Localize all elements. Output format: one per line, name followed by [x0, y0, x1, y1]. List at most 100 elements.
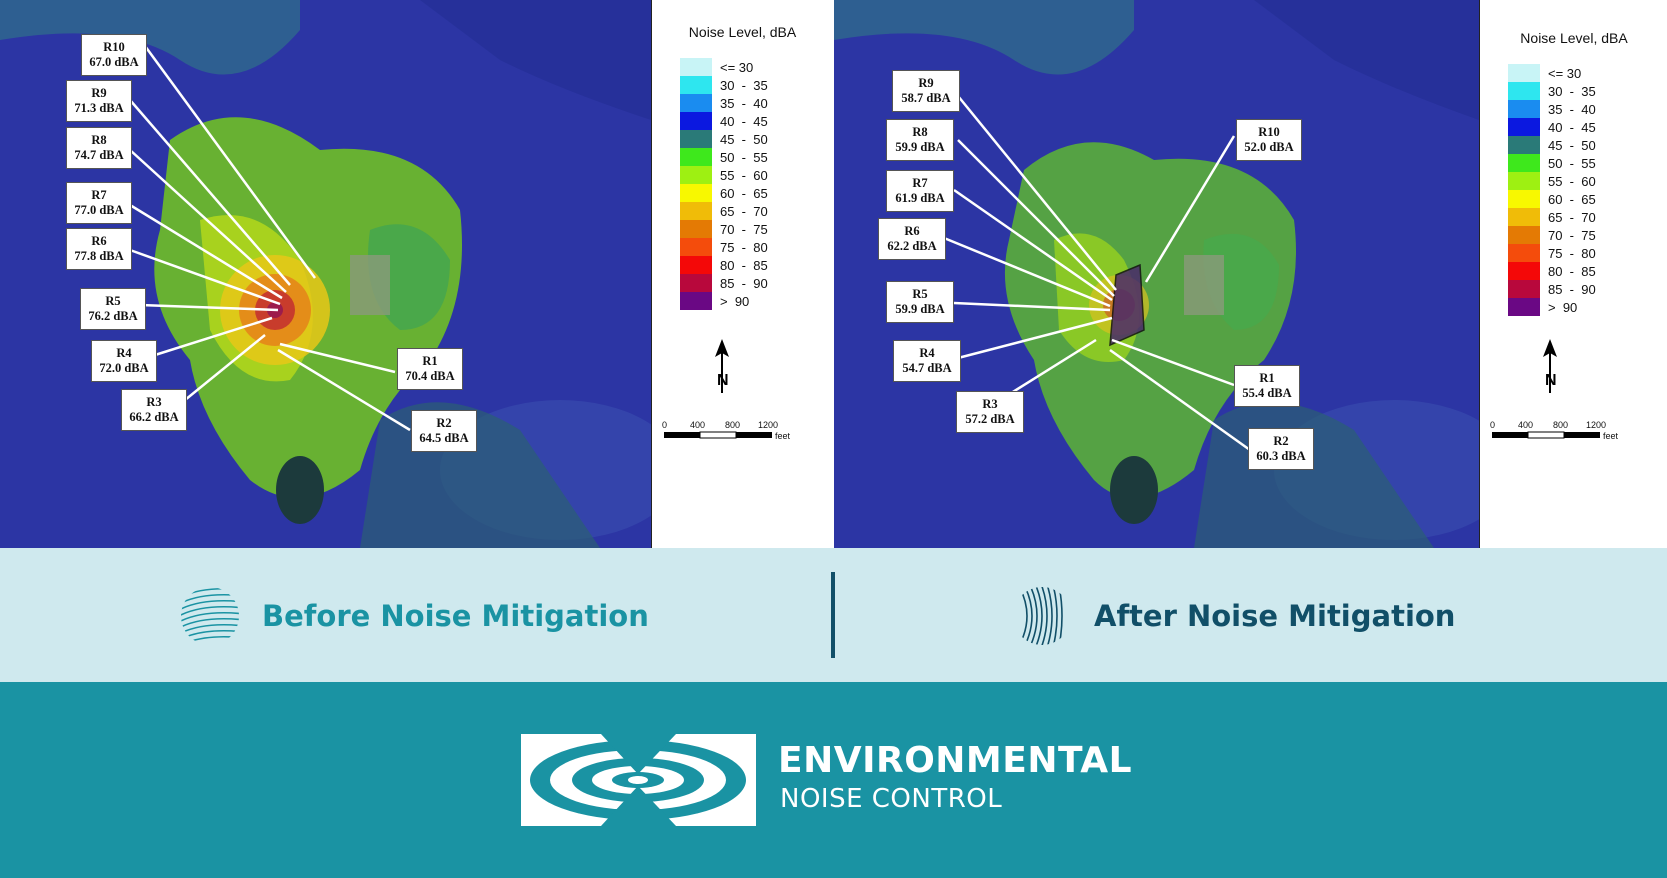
- legend-range-label: > 90: [1548, 299, 1578, 315]
- legend-range-label: 60 - 65: [720, 185, 768, 201]
- receptor-callout-r9: R9 58.7 dBA: [892, 70, 960, 112]
- legend-row: 75 - 80: [1508, 244, 1596, 262]
- receptor-callout-r4: R4 54.7 dBA: [893, 340, 961, 382]
- legend-row: 55 - 60: [680, 166, 768, 184]
- legend-row: 65 - 70: [680, 202, 768, 220]
- receptor-callout-r8: R8 74.7 dBA: [66, 127, 132, 169]
- legend-swatch: [680, 256, 712, 274]
- scale-tick-1200: 1200: [758, 420, 778, 430]
- legend-range-label: 75 - 80: [720, 239, 768, 255]
- brand-footer: ENVIRONMENTAL NOISE CONTROL: [0, 682, 1667, 878]
- legend-swatch: [1508, 190, 1540, 208]
- scale-tick-800: 800: [725, 420, 740, 430]
- receptor-callout-r10: R10 52.0 dBA: [1236, 119, 1302, 161]
- scale-unit: feet: [1603, 431, 1619, 441]
- legend-row: 40 - 45: [1508, 118, 1596, 136]
- legend-row: 45 - 50: [680, 130, 768, 148]
- caption-band: Before Noise Mitigation After Noise Miti…: [0, 548, 1667, 682]
- legend-row: 80 - 85: [680, 256, 768, 274]
- legend-range-label: 45 - 50: [720, 131, 768, 147]
- scale-tick-800: 800: [1553, 420, 1568, 430]
- receptor-callout-r2: R2 64.5 dBA: [411, 410, 477, 452]
- legend-range-label: 35 - 40: [720, 95, 768, 111]
- legend-range-label: 55 - 60: [720, 167, 768, 183]
- legend-row: 85 - 90: [1508, 280, 1596, 298]
- noise-legend-after: Noise Level, dBA <= 30 30 - 35 35 - 40 40 -…: [1479, 0, 1667, 548]
- receptor-callout-r1: R1 55.4 dBA: [1234, 365, 1300, 407]
- caption-after-text: After Noise Mitigation: [1094, 599, 1456, 633]
- legend-range-label: 45 - 50: [1548, 137, 1596, 153]
- legend-swatch: [680, 148, 712, 166]
- legend-range-label: <= 30: [720, 59, 754, 75]
- legend-swatch: [1508, 82, 1540, 100]
- legend-swatch: [680, 220, 712, 238]
- legend-swatch: [1508, 244, 1540, 262]
- legend-row: 40 - 45: [680, 112, 768, 130]
- legend-row: 50 - 55: [1508, 154, 1596, 172]
- legend-range-label: 40 - 45: [720, 113, 768, 129]
- legend-row: 45 - 50: [1508, 136, 1596, 154]
- receptor-callout-r7: R7 61.9 dBA: [886, 170, 954, 212]
- legend-rows: <= 30 30 - 35 35 - 40 40 - 45 45 - 50 50 - 55…: [1508, 64, 1596, 316]
- legend-range-label: 65 - 70: [1548, 209, 1596, 225]
- receptor-callout-r10: R10 67.0 dBA: [81, 34, 147, 76]
- legend-row: 70 - 75: [1508, 226, 1596, 244]
- receptor-callout-r5: R5 76.2 dBA: [80, 288, 146, 330]
- legend-swatch: [1508, 262, 1540, 280]
- sound-wave-globe-icon: [181, 587, 239, 645]
- legend-range-label: 30 - 35: [1548, 83, 1596, 99]
- receptor-callout-r6: R6 77.8 dBA: [66, 228, 132, 270]
- legend-range-label: 35 - 40: [1548, 101, 1596, 117]
- legend-row: <= 30: [680, 58, 768, 76]
- scale-bar: 0 400 800 1200 feet: [1490, 420, 1619, 441]
- receptor-callout-r2: R2 60.3 dBA: [1248, 428, 1314, 470]
- caption-before: Before Noise Mitigation: [180, 586, 649, 646]
- legend-swatch: [1508, 136, 1540, 154]
- scale-tick-1200: 1200: [1586, 420, 1606, 430]
- scale-tick-0: 0: [1490, 420, 1495, 430]
- legend-swatch: [1508, 172, 1540, 190]
- legend-swatch: [680, 76, 712, 94]
- legend-swatch: [1508, 64, 1540, 82]
- legend-range-label: 65 - 70: [720, 203, 768, 219]
- legend-swatch: [1508, 154, 1540, 172]
- caption-divider: [831, 572, 835, 658]
- north-label: N: [1545, 372, 1557, 389]
- legend-row: 75 - 80: [680, 238, 768, 256]
- legend-swatch: [680, 202, 712, 220]
- receptor-callout-r1: R1 70.4 dBA: [397, 348, 463, 390]
- legend-range-label: > 90: [720, 293, 750, 309]
- legend-range-label: 85 - 90: [1548, 281, 1596, 297]
- legend-range-label: 55 - 60: [1548, 173, 1596, 189]
- legend-range-label: 40 - 45: [1548, 119, 1596, 135]
- legend-row: 55 - 60: [1508, 172, 1596, 190]
- legend-range-label: 85 - 90: [720, 275, 768, 291]
- receptor-callout-r6: R6 62.2 dBA: [878, 218, 946, 260]
- legend-row: <= 30: [1508, 64, 1596, 82]
- north-label: N: [717, 372, 729, 389]
- legend-swatch: [680, 166, 712, 184]
- legend-swatch: [680, 292, 712, 310]
- brand-name-line1: ENVIRONMENTAL: [778, 740, 1133, 781]
- legend-row: 30 - 35: [680, 76, 768, 94]
- legend-range-label: 50 - 55: [1548, 155, 1596, 171]
- scale-unit: feet: [775, 431, 791, 441]
- receptor-callout-r8: R8 59.9 dBA: [886, 119, 954, 161]
- receptor-callout-r3: R3 66.2 dBA: [121, 389, 187, 431]
- legend-row: 85 - 90: [680, 274, 768, 292]
- legend-row: 30 - 35: [1508, 82, 1596, 100]
- scale-tick-400: 400: [1518, 420, 1533, 430]
- legend-row: 60 - 65: [680, 184, 768, 202]
- legend-range-label: 80 - 85: [1548, 263, 1596, 279]
- legend-row: 70 - 75: [680, 220, 768, 238]
- legend-range-label: 70 - 75: [1548, 227, 1596, 243]
- receptor-callout-r4: R4 72.0 dBA: [91, 340, 157, 382]
- legend-row: 60 - 65: [1508, 190, 1596, 208]
- caption-after: After Noise Mitigation: [1012, 586, 1455, 646]
- environmental-noise-control-logo-icon: [521, 734, 756, 826]
- scale-bar: 0 400 800 1200 feet: [662, 420, 791, 441]
- legend-range-label: 75 - 80: [1548, 245, 1596, 261]
- legend-swatch: [1508, 100, 1540, 118]
- legend-rows: <= 30 30 - 35 35 - 40 40 - 45 45 - 50 50 - 55…: [680, 58, 768, 310]
- brand-name-line2: NOISE CONTROL: [780, 784, 1003, 814]
